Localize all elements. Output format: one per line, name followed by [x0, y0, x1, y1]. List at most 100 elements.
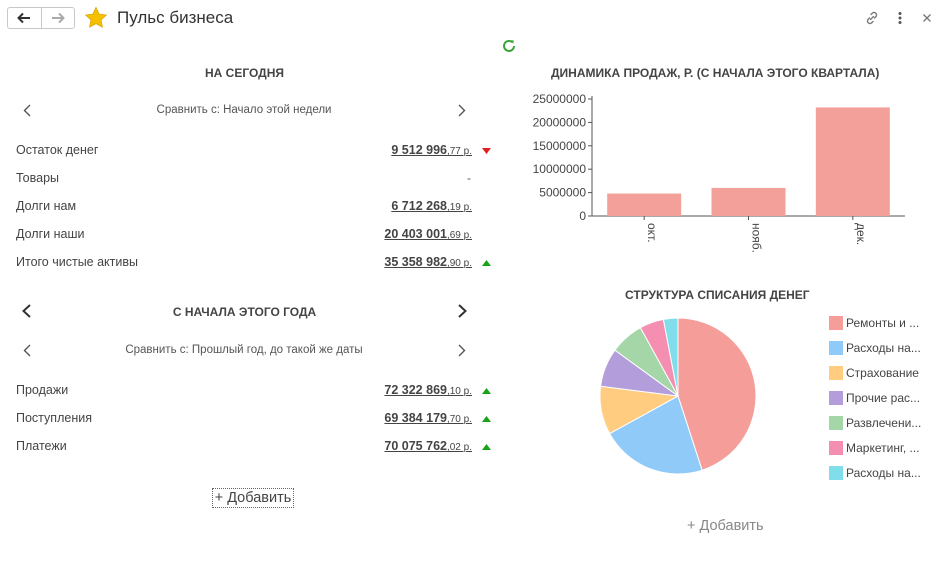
y-tick-label: 15000000: [533, 139, 587, 153]
legend-item[interactable]: Маркетинг, ...: [829, 440, 920, 456]
metric-value[interactable]: 35 358 982,90 р.: [384, 255, 472, 269]
metric-value[interactable]: 20 403 001,69 р.: [384, 227, 472, 241]
metric-label: Товары: [16, 171, 59, 185]
arrow-left-icon: [17, 12, 31, 24]
more-menu-icon[interactable]: [891, 9, 909, 27]
metric-value[interactable]: 72 322 869,10 р.: [384, 383, 472, 397]
period-next-button[interactable]: [455, 302, 469, 320]
legend-item[interactable]: Расходы на...: [829, 340, 921, 356]
chevron-left-icon: [23, 104, 31, 116]
metric-label: Долги нам: [16, 199, 77, 213]
metric-value-fraction: ,10 р.: [446, 386, 472, 397]
metric-value-fraction: ,02 р.: [446, 442, 472, 453]
y-tick-label: 10000000: [533, 162, 587, 176]
forward-button[interactable]: [40, 8, 75, 28]
metric-value-integer[interactable]: 20 403 001: [384, 227, 447, 241]
legend-swatch: [829, 416, 843, 430]
refresh-icon[interactable]: [501, 38, 517, 54]
compare-prev-button[interactable]: [20, 101, 34, 119]
legend-label: Маркетинг, ...: [846, 441, 920, 455]
metric-value[interactable]: 9 512 996,77 р.: [391, 143, 472, 157]
bar[interactable]: [815, 107, 890, 216]
legend-swatch: [829, 341, 843, 355]
legend-swatch: [829, 391, 843, 405]
sales-bar-chart: 0 5000000 10000000 15000000 20000000 25000000…: [533, 92, 905, 253]
legend-label: Расходы на...: [846, 341, 921, 355]
chevron-right-icon: [457, 304, 467, 318]
legend-label: Развлечени...: [846, 416, 922, 430]
trend-up-icon: [482, 416, 491, 422]
metric-value-integer[interactable]: 70 075 762: [384, 439, 447, 453]
metric-value-fraction: ,19 р.: [446, 202, 472, 213]
link-icon[interactable]: [863, 9, 881, 27]
page-title: Пульс бизнеса: [117, 8, 234, 27]
legend-swatch: [829, 366, 843, 380]
y-tick-label: 0: [579, 209, 586, 223]
year-compare-prev-button[interactable]: [20, 341, 34, 359]
pie-slice[interactable]: [677, 317, 757, 471]
chevron-right-icon: [458, 344, 466, 356]
y-tick-label: 20000000: [533, 115, 587, 129]
x-tick-label: нояб.: [750, 223, 764, 253]
trend-down-icon: [482, 148, 491, 154]
year-compare-next-button[interactable]: [455, 341, 469, 359]
legend-label: Ремонты и ...: [846, 316, 920, 330]
back-button[interactable]: [8, 8, 41, 28]
add-widget-button[interactable]: + Добавить: [212, 488, 294, 508]
metric-value-integer[interactable]: 9 512 996: [391, 143, 447, 157]
compare-next-button[interactable]: [455, 101, 469, 119]
bar[interactable]: [711, 187, 786, 216]
arrow-right-icon: [51, 12, 65, 24]
legend-swatch: [829, 441, 843, 455]
metric-value-fraction: ,90 р.: [446, 258, 472, 269]
legend-item[interactable]: Прочие рас...: [829, 390, 920, 406]
chevron-left-icon: [23, 344, 31, 356]
period-prev-button[interactable]: [19, 302, 33, 320]
metric-label: Продажи: [16, 383, 69, 397]
metric-label: Остаток денег: [16, 143, 99, 157]
pie-slice[interactable]: [662, 317, 679, 397]
legend-item[interactable]: Ремонты и ...: [829, 315, 919, 331]
y-tick-label: 25000000: [533, 92, 587, 106]
trend-up-icon: [482, 444, 491, 450]
metric-value-integer[interactable]: 72 322 869: [384, 383, 447, 397]
bar-chart-title: ДИНАМИКА ПРОДАЖ, Р. (С НАЧАЛА ЭТОГО КВАР…: [551, 66, 880, 80]
metric-value[interactable]: 70 075 762,02 р.: [384, 439, 472, 453]
legend-item[interactable]: Расходы на...: [829, 465, 921, 481]
metric-value-integer[interactable]: 6 712 268: [391, 199, 447, 213]
legend-item[interactable]: Развлечени...: [829, 415, 921, 431]
metric-label: Платежи: [16, 439, 67, 453]
pie-slice[interactable]: [608, 395, 703, 475]
x-tick-label: дек.: [854, 223, 868, 245]
metric-empty-value: -: [467, 171, 471, 185]
close-icon[interactable]: [918, 9, 936, 27]
favorite-star-icon[interactable]: [84, 6, 108, 30]
metric-label: Долги наши: [16, 227, 85, 241]
add-chart-widget-button[interactable]: + Добавить: [687, 518, 764, 534]
y-tick-label: 5000000: [539, 186, 586, 200]
pie-chart-title: СТРУКТУРА СПИСАНИЯ ДЕНЕГ: [625, 288, 810, 302]
metric-value-fraction: ,77 р.: [446, 146, 472, 157]
trend-up-icon: [482, 388, 491, 394]
metric-value-fraction: ,70 р.: [446, 414, 472, 425]
legend-label: Страхование: [846, 366, 919, 380]
metric-label: Поступления: [16, 411, 92, 425]
metric-value[interactable]: 6 712 268,19 р.: [391, 199, 472, 213]
legend-label: Расходы на...: [846, 466, 921, 480]
chevron-left-icon: [21, 304, 31, 318]
chevron-right-icon: [458, 104, 466, 116]
section-title-year: С НАЧАЛА ЭТОГО ГОДА: [172, 305, 317, 319]
metric-value-fraction: ,69 р.: [446, 230, 472, 241]
metric-value[interactable]: 69 384 179,70 р.: [384, 411, 472, 425]
legend-swatch: [829, 466, 843, 480]
year-compare-selector[interactable]: Сравнить с: Прошлый год, до такой же дат…: [125, 344, 363, 356]
trend-up-icon: [482, 260, 491, 266]
legend-item[interactable]: Страхование: [829, 365, 919, 381]
metric-value-integer[interactable]: 35 358 982: [384, 255, 447, 269]
expense-pie-chart: [599, 317, 757, 475]
bar[interactable]: [607, 193, 682, 216]
x-tick-label: окт.: [645, 223, 659, 243]
legend-swatch: [829, 316, 843, 330]
metric-value-integer[interactable]: 69 384 179: [384, 411, 447, 425]
compare-selector[interactable]: Сравнить с: Начало этой недели: [156, 104, 332, 116]
